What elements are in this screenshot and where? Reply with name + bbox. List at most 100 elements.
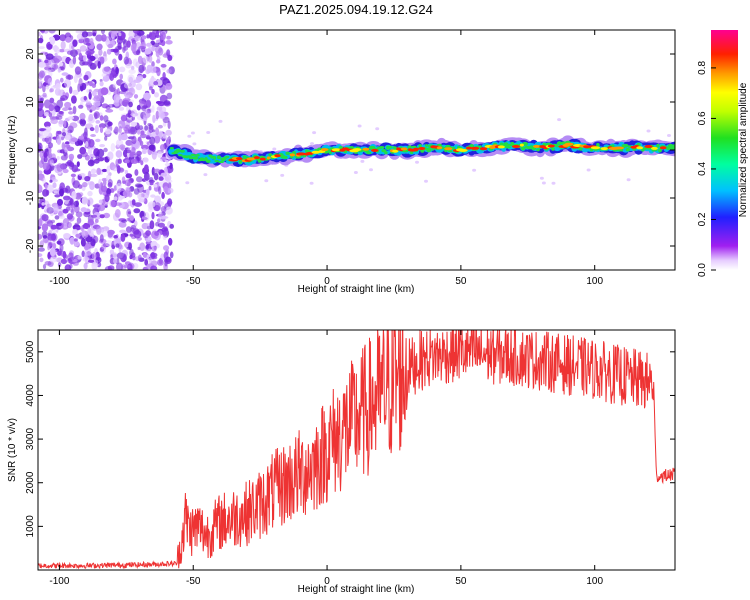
noise-blob <box>78 52 83 58</box>
noise-blob <box>43 129 51 138</box>
noise-blob <box>646 129 651 133</box>
noise-blob <box>132 30 140 34</box>
noise-blob <box>158 176 164 181</box>
noise-blob <box>141 35 147 40</box>
ridge-core <box>418 147 426 150</box>
noise-blob <box>424 179 428 183</box>
noise-blob <box>137 193 142 200</box>
noise-blob <box>353 171 358 174</box>
ridge-blob <box>216 155 221 159</box>
ridge-blob <box>268 153 273 157</box>
noise-blob <box>99 115 104 121</box>
noise-blob <box>44 183 48 190</box>
ridge-blob <box>426 147 432 153</box>
noise-blob <box>99 126 104 133</box>
noise-blob <box>95 34 103 42</box>
noise-blob <box>153 172 159 181</box>
noise-blob <box>157 222 165 228</box>
noise-blob <box>156 59 161 64</box>
noise-blob <box>58 120 65 125</box>
x-tick-label: -50 <box>186 276 201 287</box>
noise-blob <box>74 66 82 75</box>
noise-blob <box>157 151 163 158</box>
noise-blob <box>138 254 142 262</box>
noise-blob <box>44 148 49 152</box>
noise-blob <box>47 233 55 241</box>
ridge-core <box>533 144 541 148</box>
noise-blob <box>123 56 129 65</box>
noise-blob <box>106 165 111 175</box>
noise-blob <box>89 173 98 178</box>
noise-blob <box>50 118 58 125</box>
noise-blob <box>98 123 106 129</box>
noise-blob <box>87 190 93 197</box>
noise-blob <box>79 112 86 121</box>
noise-blob <box>49 256 58 263</box>
ridge-blob <box>578 146 583 151</box>
noise-blob <box>155 127 160 136</box>
noise-blob <box>38 134 44 139</box>
noise-blob <box>83 74 89 81</box>
noise-blob <box>161 227 169 232</box>
colorbar-tick-label: 0.4 <box>697 162 708 176</box>
noise-blob <box>109 200 116 208</box>
noise-blob <box>42 235 48 239</box>
noise-blob <box>155 50 160 57</box>
noise-blob <box>91 83 97 88</box>
ridge-blob <box>290 156 294 159</box>
ridge-blob <box>282 155 288 159</box>
noise-blob <box>138 125 144 131</box>
noise-blob <box>38 253 43 258</box>
x-tick-label: 0 <box>324 276 330 287</box>
noise-blob <box>165 206 173 215</box>
noise-blob <box>72 39 78 47</box>
noise-blob <box>105 108 114 113</box>
noise-blob <box>47 77 53 86</box>
noise-blob <box>123 126 129 132</box>
ridge-blob <box>214 160 220 163</box>
ridge-core <box>564 142 574 146</box>
noise-blob <box>80 238 86 247</box>
noise-blob <box>160 206 167 213</box>
noise-blob <box>54 215 60 220</box>
noise-blob <box>58 210 63 217</box>
noise-blob <box>164 163 171 167</box>
noise-blob <box>46 207 54 214</box>
ridge-core <box>547 144 555 148</box>
noise-blob <box>118 133 122 141</box>
noise-blob <box>115 243 120 248</box>
noise-blob <box>88 259 95 263</box>
noise-blob <box>41 223 49 232</box>
noise-blob <box>125 173 133 179</box>
noise-blob <box>137 55 143 65</box>
noise-blob <box>94 124 99 134</box>
ridge-blob <box>378 146 385 149</box>
noise-blob <box>67 74 71 81</box>
noise-blob <box>166 69 172 74</box>
noise-blob <box>144 164 149 172</box>
noise-blob <box>60 258 67 265</box>
ridge-blob <box>411 145 417 148</box>
noise-blob <box>557 118 562 122</box>
noise-blob <box>91 252 97 260</box>
noise-blob <box>121 219 127 223</box>
noise-blob <box>56 163 64 172</box>
noise-blob <box>162 231 168 236</box>
noise-blob <box>109 249 115 255</box>
noise-blob <box>86 100 91 106</box>
noise-blob <box>151 166 155 176</box>
y-tick-label: 1000 <box>25 515 36 538</box>
noise-blob <box>93 212 101 220</box>
noise-blob <box>72 261 79 266</box>
noise-blob <box>110 143 116 152</box>
noise-blob <box>74 255 78 260</box>
noise-blob <box>87 116 95 124</box>
noise-blob <box>110 30 118 38</box>
noise-blob <box>38 184 43 193</box>
ridge-blob <box>238 160 243 164</box>
noise-blob <box>586 168 591 172</box>
noise-blob <box>57 250 62 256</box>
noise-blob <box>104 194 110 203</box>
noise-blob <box>157 259 164 266</box>
noise-blob <box>147 206 154 213</box>
